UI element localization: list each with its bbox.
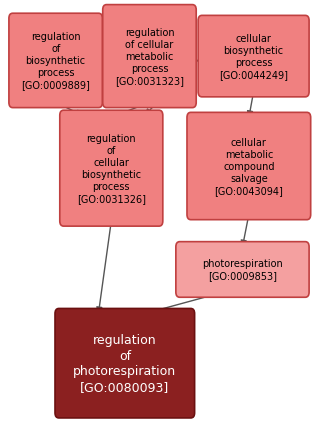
Text: cellular
biosynthetic
process
[GO:0044249]: cellular biosynthetic process [GO:004424…	[219, 34, 288, 80]
FancyBboxPatch shape	[9, 14, 102, 108]
Text: regulation
of cellular
metabolic
process
[GO:0031323]: regulation of cellular metabolic process…	[115, 28, 184, 86]
FancyBboxPatch shape	[176, 242, 309, 298]
Text: regulation
of
cellular
biosynthetic
process
[GO:0031326]: regulation of cellular biosynthetic proc…	[77, 134, 146, 204]
FancyBboxPatch shape	[60, 111, 163, 227]
FancyBboxPatch shape	[103, 6, 196, 108]
Text: regulation
of
biosynthetic
process
[GO:0009889]: regulation of biosynthetic process [GO:0…	[21, 32, 90, 90]
FancyBboxPatch shape	[55, 309, 195, 418]
Text: photorespiration
[GO:0009853]: photorespiration [GO:0009853]	[202, 259, 283, 281]
FancyBboxPatch shape	[187, 113, 311, 220]
Text: regulation
of
photorespiration
[GO:0080093]: regulation of photorespiration [GO:00800…	[73, 334, 176, 393]
Text: cellular
metabolic
compound
salvage
[GO:0043094]: cellular metabolic compound salvage [GO:…	[214, 138, 283, 196]
FancyBboxPatch shape	[198, 16, 309, 98]
